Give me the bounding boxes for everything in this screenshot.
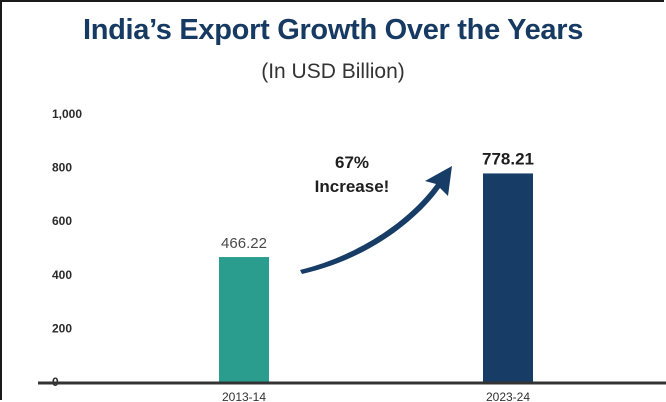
bars [219,173,533,382]
bar-2023-24 [483,173,533,382]
y-tick-label: 1,000 [52,107,82,121]
y-axis-ticks: 02004006008001,000 [52,107,82,389]
y-tick-label: 600 [52,214,72,228]
chart-subtitle: (In USD Billion) [261,60,405,83]
annotation-percent: 67% [335,153,369,172]
bar-2013-14 [219,257,269,382]
growth-arrow [300,166,452,274]
y-tick-label: 200 [52,321,72,335]
data-label: 466.22 [221,235,267,252]
annotation-text: Increase! [315,177,390,196]
y-tick-label: 800 [52,161,72,175]
x-tick-label: 2013-14 [222,390,266,402]
y-tick-label: 400 [52,268,72,282]
x-axis-ticks: 2013-14 2023-24 [222,390,530,402]
data-labels: 466.22 778.21 [221,149,534,252]
x-tick-label: 2023-24 [486,390,530,402]
chart-title: India’s Export Growth Over the Years [82,14,584,46]
growth-annotation: 67% Increase! [300,153,452,274]
data-label: 778.21 [482,149,534,168]
